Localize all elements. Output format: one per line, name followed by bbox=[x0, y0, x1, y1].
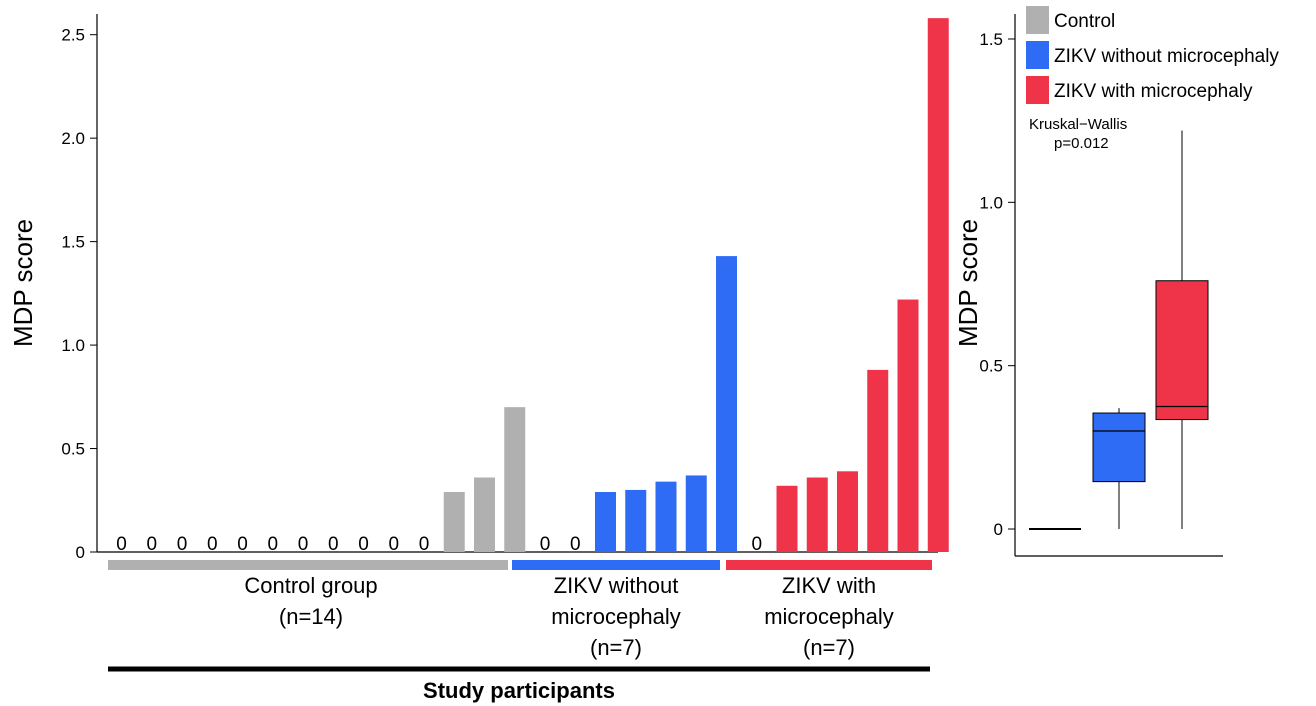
bar-series bbox=[443, 18, 949, 552]
box-y-tick-label: 0 bbox=[994, 520, 1003, 539]
bar bbox=[837, 471, 858, 552]
legend-swatch bbox=[1026, 76, 1049, 104]
bar-zero-label: 0 bbox=[328, 534, 339, 555]
bar bbox=[474, 477, 495, 552]
bar bbox=[927, 18, 949, 552]
box-y-tick-label: 0.5 bbox=[979, 357, 1003, 376]
bar bbox=[806, 477, 828, 552]
bar-zero-label: 0 bbox=[207, 534, 218, 555]
bar bbox=[776, 485, 798, 552]
group-label: (n=7) bbox=[590, 635, 642, 660]
bar bbox=[897, 299, 919, 552]
bar-y-tick-label: 2.5 bbox=[61, 26, 85, 45]
bar-zero-label: 0 bbox=[540, 534, 551, 555]
bar-y-tick-label: 2.0 bbox=[61, 129, 85, 148]
legend-label: Control bbox=[1054, 11, 1115, 32]
bar-zero-label: 0 bbox=[358, 534, 369, 555]
stat-p-value: p=0.012 bbox=[1054, 135, 1109, 152]
bar bbox=[867, 369, 889, 552]
group-label: ZIKV with bbox=[782, 573, 876, 598]
group-bracket bbox=[108, 560, 508, 570]
box-plot: 0 0.5 1.0 1.5 MDP score Control ZIKV without… bbox=[953, 6, 1279, 557]
legend-swatch bbox=[1026, 41, 1049, 69]
group-label: (n=7) bbox=[803, 635, 855, 660]
box-y-axis-title: MDP score bbox=[953, 219, 983, 347]
bar bbox=[655, 481, 677, 552]
bar-y-tick-label: 1.5 bbox=[61, 233, 85, 252]
box-series bbox=[1029, 130, 1209, 530]
bar-zero-label: 0 bbox=[146, 534, 157, 555]
box bbox=[1092, 412, 1146, 483]
legend-swatch bbox=[1026, 6, 1049, 34]
box bbox=[1155, 280, 1209, 421]
bar-y-tick-label: 0.5 bbox=[61, 440, 85, 459]
bar bbox=[625, 489, 647, 552]
bar bbox=[443, 491, 465, 552]
bar-zero-label: 0 bbox=[177, 534, 188, 555]
box-y-tick-label: 1.0 bbox=[979, 193, 1003, 212]
bar-y-axis-title: MDP score bbox=[8, 219, 38, 347]
group-label: microcephaly bbox=[764, 604, 894, 629]
bar bbox=[685, 475, 707, 552]
bar-y-tick-label: 1.0 bbox=[61, 336, 85, 355]
bar bbox=[595, 491, 616, 552]
bar-zero-label: 0 bbox=[237, 534, 248, 555]
box-y-ticks: 0 0.5 1.0 1.5 bbox=[979, 30, 1015, 539]
bar-zero-label: 0 bbox=[419, 534, 430, 555]
bar-zero-label: 0 bbox=[570, 534, 581, 555]
bar bbox=[504, 407, 526, 552]
group-label: ZIKV without bbox=[554, 573, 679, 598]
bar-x-axis-title: Study participants bbox=[423, 678, 615, 703]
bar-zero-label: 0 bbox=[751, 534, 762, 555]
group-bracket bbox=[726, 560, 932, 570]
bar-zero-label: 0 bbox=[267, 534, 278, 555]
stat-test-name: Kruskal−Wallis bbox=[1029, 116, 1127, 133]
legend-label: ZIKV without microcephaly bbox=[1054, 46, 1279, 67]
legend: Control ZIKV without microcephaly ZIKV wit… bbox=[1026, 6, 1279, 104]
bar-zero-label: 0 bbox=[116, 534, 127, 555]
group-label: microcephaly bbox=[551, 604, 681, 629]
bar-y-tick-label: 0 bbox=[76, 543, 85, 562]
bar-y-ticks: 0 0.5 1.0 1.5 2.0 2.5 bbox=[61, 26, 97, 562]
bar-zero-label: 0 bbox=[388, 534, 399, 555]
legend-label: ZIKV with microcephaly bbox=[1054, 81, 1253, 102]
box-y-tick-label: 1.5 bbox=[979, 30, 1003, 49]
bar bbox=[716, 256, 737, 552]
group-bracket bbox=[512, 560, 720, 570]
bar-group-brackets: Control group (n=14) ZIKV without microceph… bbox=[108, 560, 932, 660]
group-label: Control group bbox=[244, 573, 377, 598]
bar-zero-label: 0 bbox=[298, 534, 309, 555]
group-label: (n=14) bbox=[279, 604, 343, 629]
